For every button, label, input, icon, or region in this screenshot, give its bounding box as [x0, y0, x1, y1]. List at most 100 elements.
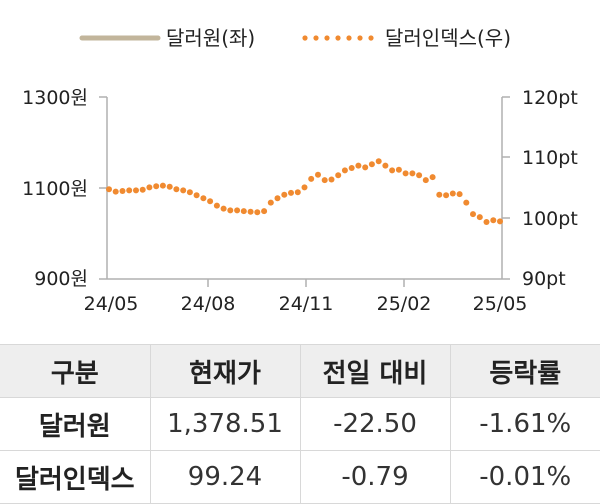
dxy-data-point: [321, 177, 328, 184]
legend-dot: [313, 35, 319, 41]
dxy-data-point: [193, 192, 200, 199]
dxy-data-point: [153, 183, 160, 190]
dxy-data-point: [315, 171, 321, 178]
dxy-data-point: [139, 186, 146, 193]
dxy-data-point: [146, 184, 153, 191]
dxy-data-point: [166, 183, 173, 190]
chart-legend: 달러원(좌) 달러인덱스(우): [79, 26, 511, 50]
legend-dot: [302, 35, 308, 41]
x-tick-label: 24/05: [84, 293, 139, 315]
column-header: 구분: [0, 344, 150, 398]
dxy-data-point: [180, 187, 187, 194]
dxy-data-point: [126, 187, 133, 194]
dxy-data-point: [220, 205, 227, 212]
dxy-data-point: [402, 170, 409, 177]
dxy-data-point: [234, 207, 241, 214]
change-rate-cell: -0.01%: [449, 450, 600, 504]
dxy-data-point: [470, 211, 476, 218]
dxy-data-point: [375, 158, 382, 165]
daily-change-cell: -22.50: [299, 397, 450, 451]
column-header: 전일 대비: [299, 344, 450, 398]
dxy-data-point: [483, 219, 490, 225]
quote-table: 구분 현재가 전일 대비 등락률 달러원 1,378.51 -22.50 -1.…: [0, 344, 600, 504]
column-header: 현재가: [149, 344, 300, 398]
dxy-data-point: [409, 170, 416, 177]
left-tick-label: 900원: [34, 268, 88, 290]
dxy-data-point: [456, 191, 463, 198]
dxy-data-point: [497, 218, 503, 225]
dxy-data-point: [389, 167, 396, 174]
dxy-data-point: [429, 174, 436, 181]
dxy-data-point: [261, 208, 268, 215]
dxy-data-point: [341, 167, 348, 174]
dxy-data-point: [274, 195, 281, 202]
dxy-data-point: [395, 166, 402, 173]
dxy-data-point: [308, 175, 315, 182]
table-header-row: 구분 현재가 전일 대비 등락률: [0, 344, 600, 398]
legend-dot: [346, 35, 352, 41]
dxy-data-point: [227, 207, 234, 214]
dxy-data-point: [294, 189, 301, 196]
dollar-index-series: [106, 158, 503, 225]
dxy-data-point: [106, 186, 112, 193]
dxy-data-point: [119, 188, 126, 194]
legend-dot: [324, 35, 330, 41]
right-axis: 120pt 110pt 100pt 90pt: [501, 87, 578, 290]
dxy-data-point: [476, 214, 483, 221]
dxy-data-point: [173, 186, 180, 193]
dxy-data-point: [416, 172, 423, 179]
dxy-data-point: [362, 164, 369, 171]
dxy-data-point: [247, 208, 254, 215]
x-tick-label: 25/05: [473, 293, 528, 315]
dxy-data-point: [240, 208, 247, 215]
dxy-data-point: [328, 176, 335, 183]
legend-label-usdkrw: 달러원(좌): [166, 26, 255, 50]
dxy-data-point: [443, 192, 450, 199]
left-tick-label: 1100원: [22, 178, 88, 200]
dxy-data-point: [490, 217, 497, 224]
row-name-cell: 달러원: [0, 397, 150, 451]
dxy-data-point: [449, 190, 456, 197]
dxy-data-point: [213, 202, 220, 209]
x-tick-label: 25/02: [377, 293, 432, 315]
dxy-data-point: [267, 199, 274, 206]
legend-label-dxy: 달러인덱스(우): [385, 26, 511, 50]
dxy-data-point: [200, 195, 207, 202]
dxy-data-point: [463, 199, 470, 206]
dxy-data-point: [254, 209, 261, 216]
x-tick-label: 24/08: [181, 293, 236, 315]
dxy-data-point: [355, 162, 362, 169]
left-axis: 1300원 1100원 900원: [22, 87, 108, 290]
left-tick-label: 1300원: [22, 87, 88, 109]
x-axis: 24/05 24/08 24/11 25/02 25/05: [84, 278, 528, 315]
right-tick-label: 100pt: [522, 208, 578, 230]
dxy-data-point: [133, 187, 139, 194]
row-name-cell: 달러인덱스: [0, 450, 150, 504]
legend-swatch-dxy: [302, 35, 374, 41]
dxy-data-point: [159, 182, 166, 189]
fx-dual-axis-chart: 달러원(좌) 달러인덱스(우) 1300원 1100원 900원 120pt 1…: [22, 26, 578, 315]
change-rate-cell: -1.61%: [449, 397, 600, 451]
legend-dot: [335, 35, 341, 41]
daily-change-cell: -0.79: [299, 450, 450, 504]
table-row: 달러인덱스 99.24 -0.79 -0.01%: [0, 450, 600, 504]
x-tick-label: 24/11: [279, 293, 334, 315]
legend-dot: [357, 35, 363, 41]
dxy-data-point: [368, 161, 375, 168]
current-price-cell: 99.24: [149, 450, 300, 504]
right-tick-label: 110pt: [522, 147, 578, 169]
dxy-data-point: [348, 165, 355, 171]
dxy-data-point: [422, 177, 429, 184]
dxy-data-point: [335, 172, 342, 179]
dxy-data-point: [186, 189, 193, 196]
column-header: 등락률: [449, 344, 600, 398]
dxy-data-point: [382, 162, 389, 169]
dxy-data-point: [207, 198, 214, 205]
legend-dot: [368, 35, 374, 41]
dxy-data-point: [301, 184, 308, 191]
current-price-cell: 1,378.51: [149, 397, 300, 451]
right-tick-label: 90pt: [522, 268, 566, 290]
right-tick-label: 120pt: [522, 87, 578, 109]
table-row: 달러원 1,378.51 -22.50 -1.61%: [0, 397, 600, 451]
dxy-data-point: [112, 188, 119, 195]
